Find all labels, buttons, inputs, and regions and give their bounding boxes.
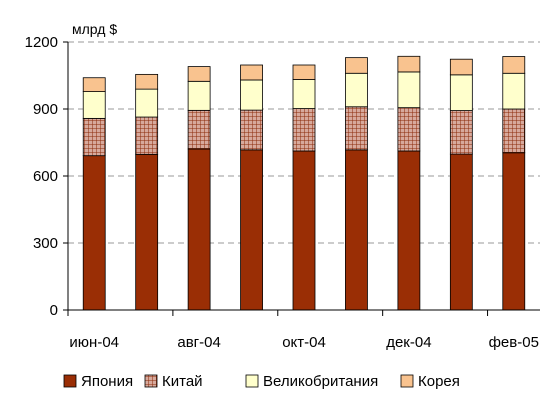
legend-swatch: [63, 374, 77, 388]
x-tick-label: июн-04: [69, 334, 119, 351]
bar-segment: [502, 108, 526, 154]
legend-swatch: [245, 374, 259, 388]
bar-segment: [82, 155, 106, 311]
x-tick-label: авг-04: [177, 334, 220, 351]
legend-label: Япония: [81, 373, 133, 390]
bar-segment: [240, 149, 263, 311]
bar-segment: [82, 91, 106, 119]
bar-segment: [240, 109, 263, 151]
legend-label: Корея: [418, 373, 460, 390]
bar-segment: [502, 56, 526, 74]
bar-segment: [135, 153, 159, 311]
legend: Япония Китай Великобритания Корея: [63, 373, 460, 390]
bar-segment: [292, 79, 316, 109]
x-tick-label: дек-04: [386, 334, 431, 351]
bar-segment: [397, 107, 421, 152]
bar-segment: [449, 153, 473, 311]
legend-swatch: [144, 374, 158, 388]
x-tick-label: окт-04: [282, 334, 326, 351]
y-tick-label: 300: [33, 235, 58, 252]
bar-segment: [187, 148, 211, 311]
bar-segment: [292, 150, 316, 311]
bar-segment: [82, 77, 106, 92]
y-unit-label: млрд $: [72, 21, 117, 37]
bar-segment: [449, 74, 473, 111]
bar-segment: [187, 80, 211, 111]
bar-segment: [187, 109, 211, 150]
bar-segment: [345, 149, 368, 311]
bar-segment: [187, 66, 211, 82]
bar-segment: [135, 73, 159, 90]
bar-segment: [397, 71, 421, 109]
bar-segment: [397, 150, 421, 311]
y-tick-label: 600: [33, 168, 58, 185]
bar-segment: [397, 55, 421, 73]
labels-layer: 0 300 600 900 1200 млрд $ июн-04 авг-04 окт-04 де…: [25, 21, 539, 351]
bar-segment: [135, 116, 159, 155]
y-tick-label: 1200: [25, 34, 58, 51]
y-tick-label: 900: [33, 101, 58, 118]
x-tick-label: фев-05: [489, 334, 539, 351]
bar-segment: [345, 57, 368, 74]
bars-layer: [82, 55, 526, 311]
bar-segment: [345, 72, 368, 108]
legend-swatch: [400, 374, 414, 388]
y-tick-label: 0: [50, 302, 58, 319]
bar-segment: [502, 152, 526, 311]
axes-layer: [63, 41, 540, 316]
legend-label: Китай: [162, 373, 203, 390]
bar-segment: [345, 106, 368, 151]
bar-segment: [292, 108, 316, 152]
bar-segment: [135, 88, 159, 118]
bar-segment: [240, 64, 263, 81]
bar-segment: [240, 79, 263, 111]
bar-segment: [292, 64, 316, 80]
bar-segment: [82, 117, 106, 157]
bar-segment: [502, 72, 526, 110]
legend-label: Великобритания: [263, 373, 378, 390]
bar-segment: [449, 58, 473, 76]
bar-segment: [449, 110, 473, 155]
